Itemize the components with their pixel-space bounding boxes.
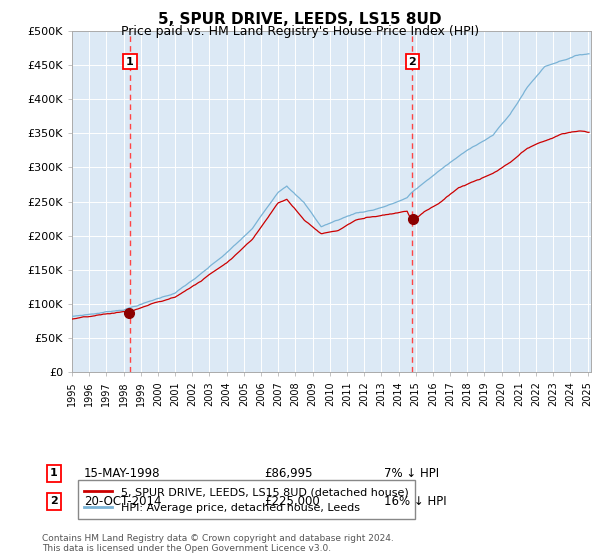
- Text: £86,995: £86,995: [264, 466, 313, 480]
- Text: Price paid vs. HM Land Registry's House Price Index (HPI): Price paid vs. HM Land Registry's House …: [121, 25, 479, 38]
- Text: 2: 2: [409, 57, 416, 67]
- Text: 16% ↓ HPI: 16% ↓ HPI: [384, 494, 446, 508]
- Text: £225,000: £225,000: [264, 494, 320, 508]
- Legend: 5, SPUR DRIVE, LEEDS, LS15 8UD (detached house), HPI: Average price, detached ho: 5, SPUR DRIVE, LEEDS, LS15 8UD (detached…: [77, 480, 415, 519]
- Text: Contains HM Land Registry data © Crown copyright and database right 2024.
This d: Contains HM Land Registry data © Crown c…: [42, 534, 394, 553]
- Text: 7% ↓ HPI: 7% ↓ HPI: [384, 466, 439, 480]
- Text: 20-OCT-2014: 20-OCT-2014: [84, 494, 161, 508]
- Text: 1: 1: [50, 468, 58, 478]
- Text: 5, SPUR DRIVE, LEEDS, LS15 8UD: 5, SPUR DRIVE, LEEDS, LS15 8UD: [158, 12, 442, 27]
- Text: 2: 2: [50, 496, 58, 506]
- Text: 1: 1: [126, 57, 134, 67]
- Text: 15-MAY-1998: 15-MAY-1998: [84, 466, 161, 480]
